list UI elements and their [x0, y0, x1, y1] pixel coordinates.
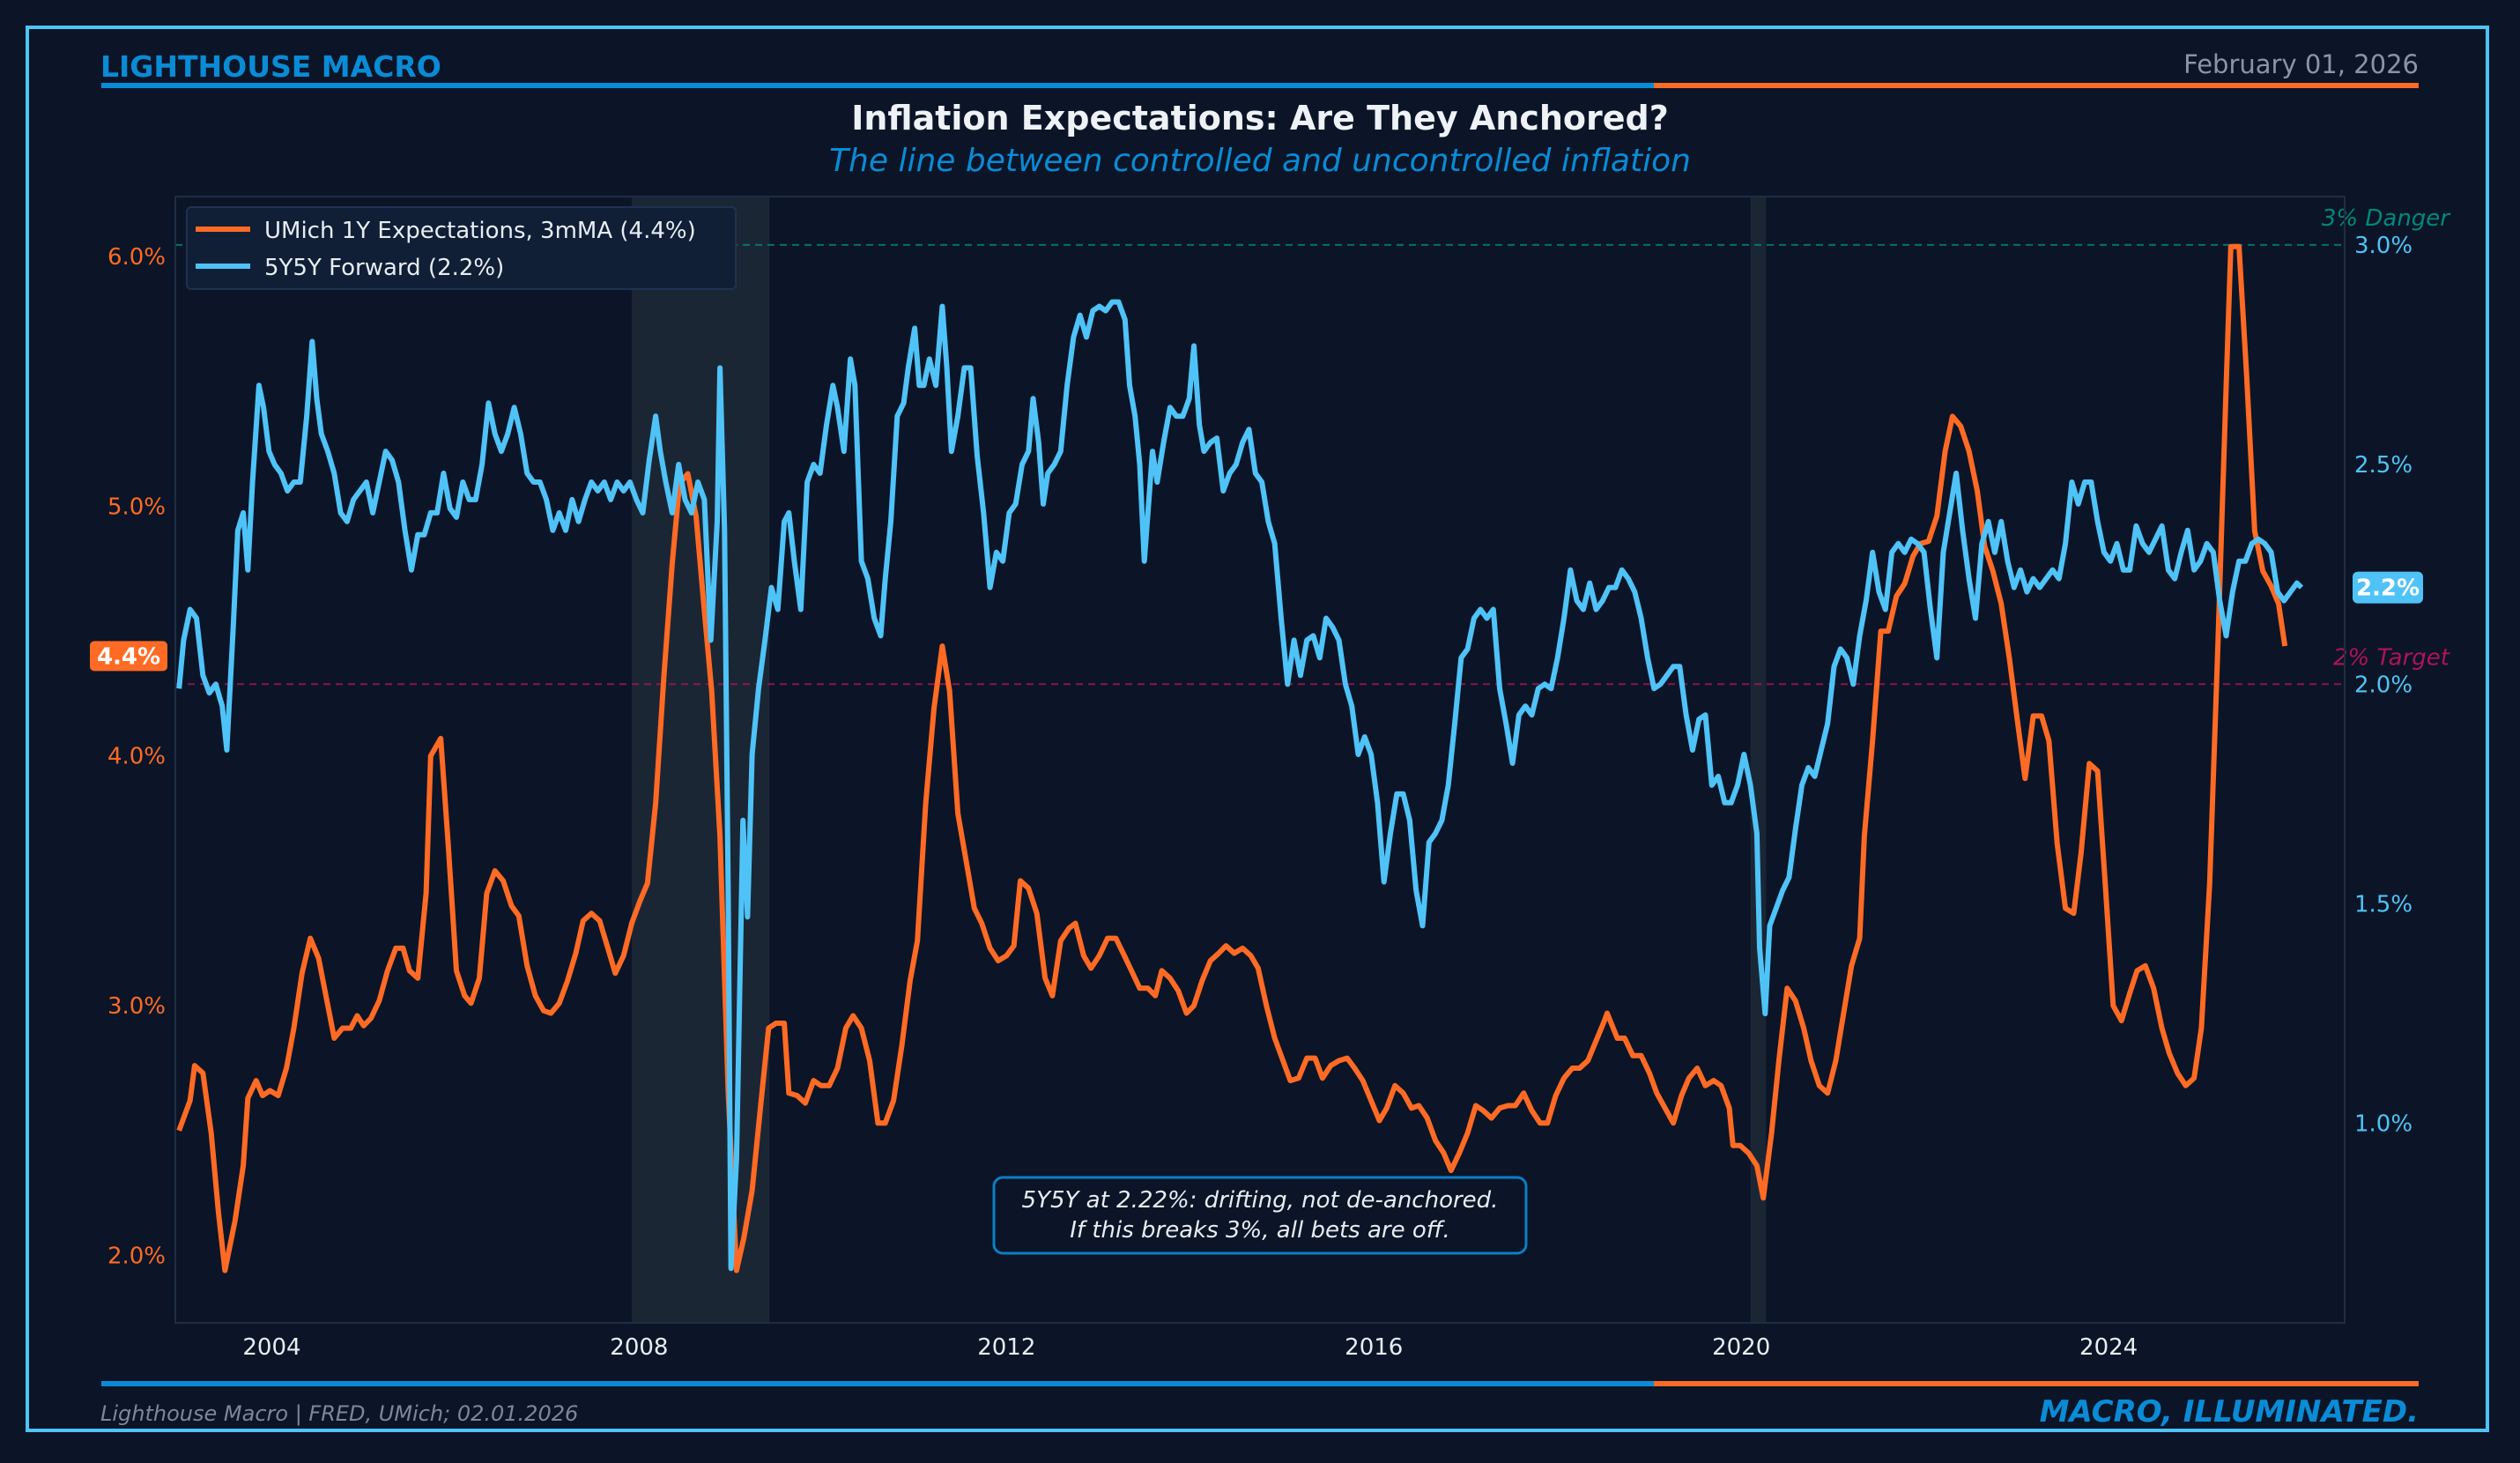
y-right-tick-label: 1.0%: [2354, 1111, 2413, 1138]
left-value-badge: 4.4%: [90, 641, 167, 672]
reference-line-label: 3% Danger: [2322, 205, 2451, 232]
y-left-tick-label: 3.0%: [107, 993, 166, 1020]
y-right-tick-label: 1.5%: [2354, 891, 2413, 917]
left-badge-text: 4.4%: [97, 643, 160, 670]
legend-swatch-umich: [196, 227, 250, 232]
legend-label-umich: UMich 1Y Expectations, 3mMA (4.4%): [264, 218, 696, 244]
y-right-tick-label: 2.5%: [2354, 452, 2413, 479]
recession-shading: [1750, 197, 1767, 1323]
y-left-tick-label: 2.0%: [107, 1243, 166, 1269]
report-date: February 01, 2026: [2183, 49, 2419, 79]
recession-shading: [632, 197, 770, 1323]
source-note: Lighthouse Macro | FRED, UMich; 02.01.20…: [100, 1401, 579, 1426]
y-right-tick-label: 2.0%: [2354, 672, 2413, 698]
x-tick-label: 2012: [977, 1334, 1035, 1361]
legend-swatch-5y5y: [196, 264, 250, 269]
y-left-tick-label: 5.0%: [107, 494, 166, 520]
chart-title: Inflation Expectations: Are They Anchore…: [851, 99, 1669, 137]
y-left-tick-label: 4.0%: [107, 744, 166, 770]
tagline: MACRO, ILLUMINATED.: [2039, 1394, 2419, 1430]
right-value-badge: 2.2%: [2353, 571, 2423, 604]
plot-border: [174, 196, 2346, 1324]
legend: UMich 1Y Expectations, 3mMA (4.4%) 5Y5Y …: [186, 206, 737, 290]
footer-divider: [101, 1381, 2419, 1386]
series-line-5y5y: [176, 299, 2304, 1272]
legend-label-5y5y: 5Y5Y Forward (2.2%): [264, 255, 504, 281]
y-right-tick-label: 3.0%: [2354, 233, 2413, 259]
x-tick-label: 2024: [2079, 1334, 2138, 1361]
chart-frame: [26, 26, 2489, 1432]
chart-subtitle: The line between controlled and uncontro…: [829, 143, 1691, 179]
brand-logo-text: LIGHTHOUSE MACRO: [100, 49, 441, 84]
x-tick-label: 2020: [1712, 1334, 1770, 1361]
annotation-line-2: If this breaks 3%, all bets are off.: [1070, 1217, 1450, 1244]
right-badge-text: 2.2%: [2356, 576, 2420, 602]
reference-line-label: 2% Target: [2333, 644, 2450, 671]
x-tick-label: 2004: [242, 1334, 300, 1361]
x-tick-label: 2008: [610, 1334, 668, 1361]
header-divider: [101, 83, 2419, 88]
y-left-tick-label: 6.0%: [107, 244, 166, 271]
annotation-box: 5Y5Y at 2.22%: drifting, not de-anchored…: [992, 1176, 1528, 1255]
annotation-line-1: 5Y5Y at 2.22%: drifting, not de-anchored…: [1022, 1187, 1499, 1214]
series-line-umich: [176, 243, 2288, 1274]
x-tick-label: 2016: [1345, 1334, 1403, 1361]
